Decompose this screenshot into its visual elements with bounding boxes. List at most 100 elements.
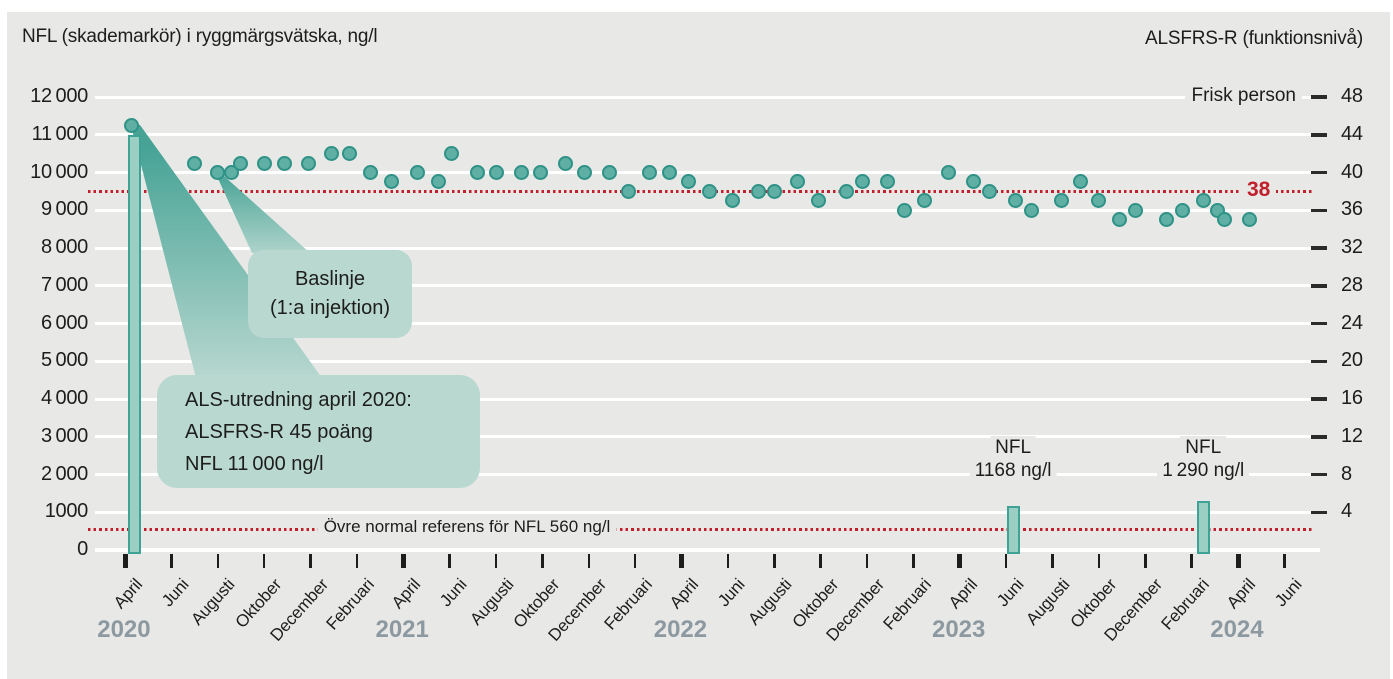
x-axis-tick [216,554,219,568]
alsfrs-dot [789,174,805,190]
y-axis-right-tick [1311,208,1327,212]
alsfrs-dot [680,174,696,190]
x-axis-tick [679,554,684,568]
alsfrs-dot [514,165,529,180]
y-axis-left-tick-label: 8 000 [41,236,88,258]
alsfrs-dot [576,165,592,180]
x-axis-tick [1004,554,1008,568]
alsfrs-dot [854,174,870,190]
alsfrs-dot [187,155,203,171]
nfl-bar-label-line: 1168 ng/l [969,459,1057,482]
x-axis-year-label: 2024 [1210,616,1264,643]
x-axis-tick [865,554,869,568]
nfl-bar [1006,505,1020,554]
gridline [95,510,1312,514]
x-axis-tick [957,554,963,568]
x-axis-tick [1190,554,1193,568]
y-axis-right-tick [1311,284,1327,288]
alsfrs-dot [1242,212,1258,228]
y-axis-left-tick-label: 12 000 [30,85,88,107]
gridline [95,95,1312,99]
y-axis-right-tick [1311,321,1327,326]
alsfrs-dot [409,165,425,180]
y-axis-right-tick-label: 12 [1341,424,1363,447]
x-axis-tick [170,554,173,568]
alsfrs-dot [384,174,400,190]
alsfrs-dot [558,155,574,171]
alsfrs-dot [602,165,618,180]
x-axis-tick [1097,554,1101,568]
y-axis-right-title: ALSFRS-R (funktionsnivå) [1145,28,1363,49]
y-axis-right-tick-label: 28 [1341,273,1363,296]
callout-baslinje: Baslinje (1:a injektion) [248,250,412,338]
y-axis-left-tick-label: 7 000 [41,273,88,296]
y-axis-right-tick [1311,170,1327,175]
callout-baslinje-line2: (1:a injektion) [269,297,391,319]
alsfrs-dot [1195,193,1211,209]
x-axis-tick [448,554,451,568]
reference-line-38 [88,189,1312,193]
x-axis-year-label: 2021 [375,616,429,643]
y-axis-left-tick-label: 3 000 [41,424,88,447]
y-axis-right-tick-label: 48 [1341,85,1363,107]
y-axis-right-tick [1311,133,1327,137]
gridline [95,473,1312,476]
x-axis-tick [400,554,406,568]
y-axis-right-tick-label: 40 [1341,160,1363,183]
alsfrs-dot [1112,212,1128,228]
alsfrs-dot [1072,174,1088,190]
alsfrs-dot [1216,212,1232,228]
nfl-bar-label: NFL 1168 ng/l [969,436,1057,482]
gridline [95,435,1312,439]
nfl-reference-label: Övre normal referens för NFL 560 ng/l [317,517,617,537]
nfl-bar-label: NFL 1 290 ng/l [1157,436,1250,482]
alsfrs-dot [662,165,678,180]
gridline [95,359,1312,363]
x-axis-baseline [95,548,1320,552]
alsfrs-dot [641,165,657,180]
y-axis-left-tick-label: 11 000 [31,122,89,145]
callout-als-utredning: ALS-utredning april 2020: ALSFRS-R 45 po… [157,375,480,488]
alsfrs-dot [750,183,766,199]
x-axis-tick [633,554,637,568]
y-axis-right-tick-label: 8 [1341,462,1352,485]
y-axis-left-tick-label: 4 000 [41,387,88,409]
alsfrs-dot [532,165,548,180]
alsfrs-dot [940,165,956,180]
y-axis-right-tick [1311,359,1327,363]
x-axis-tick [773,554,776,568]
x-axis-tick [819,554,822,568]
x-axis-tick [494,554,498,568]
alsfrs-dot [1054,193,1070,209]
y-axis-left-tick-label: 10 000 [30,160,88,183]
x-axis-tick [587,554,590,568]
y-axis-right-tick [1311,95,1327,99]
alsfrs-dot [838,183,854,199]
alsfrs-dot [917,193,933,209]
alsfrs-dot [256,155,272,171]
y-axis-left-title: NFL (skademarkör) i ryggmärgsvätska, ng/… [22,26,378,47]
nfl-bar-label-line: NFL [990,436,1037,459]
alsfrs-dot [701,183,717,199]
gridline [95,171,1312,174]
reference-line-nfl-560 [88,527,1312,531]
y-axis-left-tick-label: 0 [77,538,88,560]
x-axis-tick [1051,554,1054,568]
x-axis-tick [912,554,915,568]
alsfrs-dot [1174,202,1190,218]
alsfrs-dot [896,202,912,218]
gridline [95,397,1312,401]
x-axis-year-label: 2023 [931,616,986,643]
alsfrs-dot [444,146,460,162]
y-axis-right-tick-label: 44 [1341,122,1363,145]
y-axis-right-tick [1311,246,1327,250]
x-axis-tick [1283,554,1286,568]
callout-baslinje-line1: Baslinje [294,268,366,290]
alsfrs-dot [469,165,485,180]
nfl-bar-label-line: NFL [1180,436,1227,459]
y-axis-right-tick-label: 24 [1341,311,1363,334]
y-axis-right-tick-label: 16 [1341,387,1363,409]
y-axis-right-tick-label: 20 [1341,349,1363,372]
x-axis-tick [726,554,730,568]
alsfrs-dot [1091,193,1107,209]
